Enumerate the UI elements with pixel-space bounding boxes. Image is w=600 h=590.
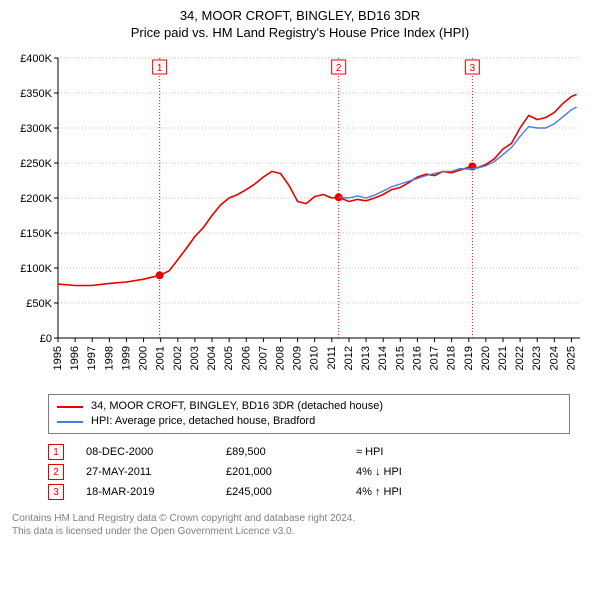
svg-text:£50K: £50K [26, 298, 52, 310]
svg-text:£200K: £200K [20, 193, 52, 205]
svg-text:£350K: £350K [20, 88, 52, 100]
legend-label: HPI: Average price, detached house, Brad… [91, 414, 315, 429]
transaction-marker: 1 [48, 444, 64, 460]
svg-text:2007: 2007 [257, 346, 269, 370]
svg-text:2023: 2023 [531, 346, 543, 370]
svg-text:£400K: £400K [20, 53, 52, 65]
svg-text:3: 3 [470, 63, 476, 74]
legend-item: HPI: Average price, detached house, Brad… [57, 414, 561, 429]
svg-text:2022: 2022 [514, 346, 526, 370]
svg-text:2013: 2013 [360, 346, 372, 370]
transaction-hpi-compare: 4% ↓ HPI [356, 466, 476, 478]
svg-text:2015: 2015 [394, 346, 406, 370]
svg-text:2018: 2018 [446, 346, 458, 370]
svg-text:2020: 2020 [480, 346, 492, 370]
page-subtitle: Price paid vs. HM Land Registry's House … [0, 23, 600, 40]
svg-text:2012: 2012 [343, 346, 355, 370]
svg-text:2005: 2005 [223, 346, 235, 370]
transaction-price: £89,500 [226, 446, 356, 458]
svg-text:2019: 2019 [463, 346, 475, 370]
svg-text:£300K: £300K [20, 123, 52, 135]
footer-line-1: Contains HM Land Registry data © Crown c… [12, 512, 588, 525]
svg-text:1995: 1995 [52, 346, 64, 370]
legend-label: 34, MOOR CROFT, BINGLEY, BD16 3DR (detac… [91, 399, 383, 414]
svg-text:£100K: £100K [20, 263, 52, 275]
svg-text:2: 2 [336, 63, 342, 74]
svg-text:2008: 2008 [274, 346, 286, 370]
transaction-marker: 2 [48, 464, 64, 480]
svg-text:2011: 2011 [326, 346, 338, 370]
svg-text:2021: 2021 [497, 346, 509, 370]
legend-swatch [57, 421, 83, 423]
svg-text:2014: 2014 [377, 346, 389, 370]
svg-text:1996: 1996 [69, 346, 81, 370]
price-chart: £0 £50K £100K £150K £200K £250K £300K £350K £400… [10, 48, 590, 388]
transactions-table: 1 08-DEC-2000£89,500≈ HPI 2 27-MAY-2011£201… [48, 442, 570, 502]
svg-text:2024: 2024 [548, 346, 560, 370]
svg-text:2002: 2002 [172, 346, 184, 370]
svg-text:2010: 2010 [309, 346, 321, 370]
footer-attribution: Contains HM Land Registry data © Crown c… [12, 512, 588, 538]
page-title: 34, MOOR CROFT, BINGLEY, BD16 3DR [0, 0, 600, 23]
chart-svg: £0 £50K £100K £150K £200K £250K £300K £350K £400… [10, 48, 590, 388]
svg-text:2003: 2003 [189, 346, 201, 370]
svg-text:2006: 2006 [240, 346, 252, 370]
transaction-price: £245,000 [226, 486, 356, 498]
svg-text:1: 1 [157, 63, 163, 74]
transaction-marker: 3 [48, 484, 64, 500]
svg-text:2017: 2017 [429, 346, 441, 370]
svg-text:2025: 2025 [565, 346, 577, 370]
svg-text:2001: 2001 [155, 346, 167, 370]
svg-text:£150K: £150K [20, 228, 52, 240]
svg-text:2004: 2004 [206, 346, 218, 370]
legend-item: 34, MOOR CROFT, BINGLEY, BD16 3DR (detac… [57, 399, 561, 414]
svg-text:2000: 2000 [138, 346, 150, 370]
transaction-row: 3 18-MAR-2019£245,0004% ↑ HPI [48, 482, 570, 502]
svg-text:2009: 2009 [292, 346, 304, 370]
svg-text:£250K: £250K [20, 158, 52, 170]
transaction-date: 27-MAY-2011 [86, 466, 226, 478]
transaction-hpi-compare: ≈ HPI [356, 446, 476, 458]
svg-text:1999: 1999 [120, 346, 132, 370]
transaction-row: 2 27-MAY-2011£201,0004% ↓ HPI [48, 462, 570, 482]
transaction-date: 18-MAR-2019 [86, 486, 226, 498]
svg-text:£0: £0 [40, 333, 52, 345]
transaction-row: 1 08-DEC-2000£89,500≈ HPI [48, 442, 570, 462]
svg-text:2016: 2016 [411, 346, 423, 370]
legend-swatch [57, 406, 83, 408]
footer-line-2: This data is licensed under the Open Gov… [12, 525, 588, 538]
transaction-date: 08-DEC-2000 [86, 446, 226, 458]
svg-text:1998: 1998 [103, 346, 115, 370]
legend: 34, MOOR CROFT, BINGLEY, BD16 3DR (detac… [48, 394, 570, 434]
transaction-price: £201,000 [226, 466, 356, 478]
transaction-hpi-compare: 4% ↑ HPI [356, 486, 476, 498]
svg-text:1997: 1997 [86, 346, 98, 370]
